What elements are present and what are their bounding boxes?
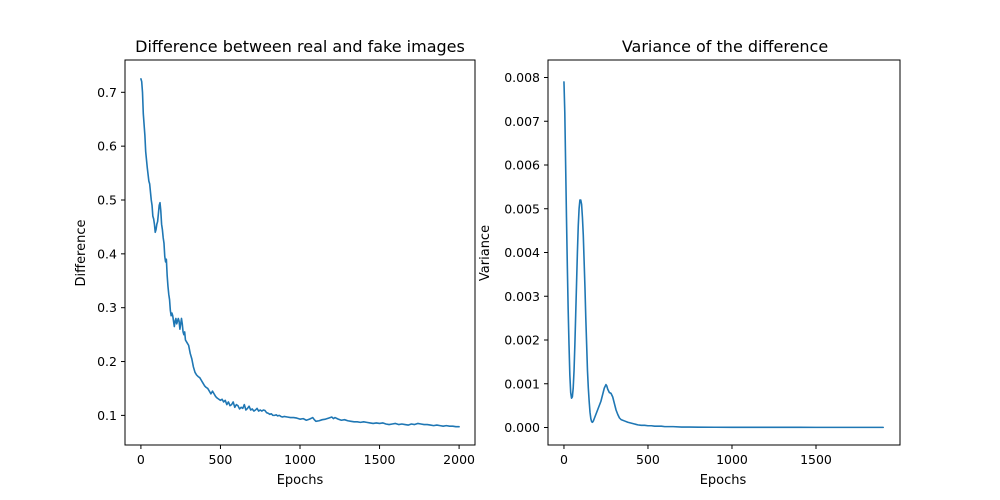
x-tick-label: 1000 — [284, 452, 316, 467]
y-tick-label: 0.4 — [97, 246, 117, 261]
y-tick-label: 0.007 — [504, 114, 540, 129]
y-tick-label: 0.1 — [97, 408, 117, 423]
y-tick-label: 0.003 — [504, 289, 540, 304]
variance-chart: Variance of the difference Epochs Varian… — [478, 37, 901, 488]
chart-title: Difference between real and fake images — [135, 37, 465, 56]
axes-frame — [547, 59, 901, 446]
series-line — [140, 78, 460, 428]
x-tick-label: 500 — [209, 452, 233, 467]
ticks-layer: 0 500 1000 1500 0.000 0.001 0.002 0.003 0.004 0.0… — [504, 70, 832, 467]
y-tick-label: 0.005 — [504, 201, 540, 216]
y-tick-label: 0.5 — [97, 193, 117, 208]
x-tick-label: 2000 — [443, 452, 475, 467]
y-tick-label: 0.7 — [97, 85, 117, 100]
axes-frame — [124, 59, 476, 446]
x-tick-label: 0 — [137, 452, 145, 467]
x-axis-label: Epochs — [277, 473, 324, 488]
y-tick-label: 0.6 — [97, 139, 117, 154]
x-tick-label: 0 — [560, 452, 568, 467]
y-tick-label: 0.008 — [504, 70, 540, 85]
y-axis-label: Variance — [478, 225, 493, 281]
x-axis-label: Epochs — [700, 473, 747, 488]
y-tick-label: 0.002 — [504, 333, 540, 348]
chart-title: Variance of the difference — [622, 37, 828, 56]
difference-chart: Difference between real and fake images … — [74, 37, 476, 488]
y-tick-label: 0.004 — [504, 245, 540, 260]
y-tick-label: 0.000 — [504, 420, 540, 435]
series-line — [563, 81, 885, 429]
plot-layer — [140, 78, 460, 428]
y-tick-label: 0.3 — [97, 300, 117, 315]
x-tick-label: 1500 — [800, 452, 832, 467]
y-axis-label: Difference — [74, 219, 89, 286]
plot-layer — [563, 81, 885, 429]
x-tick-label: 1000 — [716, 452, 748, 467]
y-tick-label: 0.2 — [97, 354, 117, 369]
y-tick-label: 0.001 — [504, 376, 540, 391]
y-tick-label: 0.006 — [504, 158, 540, 173]
x-tick-label: 1500 — [364, 452, 396, 467]
x-tick-label: 500 — [636, 452, 660, 467]
ticks-layer: 0 500 1000 1500 2000 0.1 0.2 0.3 0.4 0.5 0.6 0.7 — [97, 85, 475, 467]
